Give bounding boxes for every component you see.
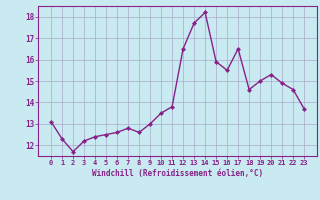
- X-axis label: Windchill (Refroidissement éolien,°C): Windchill (Refroidissement éolien,°C): [92, 169, 263, 178]
